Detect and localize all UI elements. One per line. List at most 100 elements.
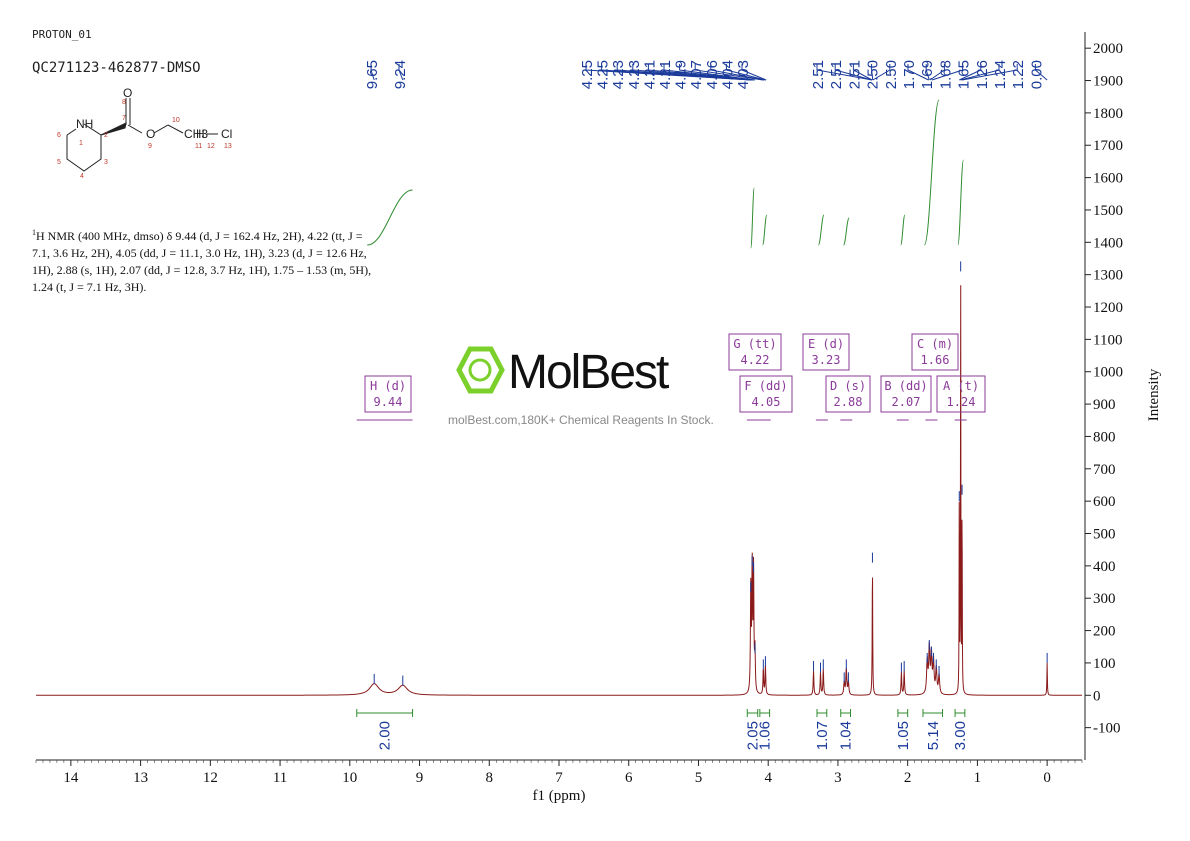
- peak-label: 2.50: [865, 60, 882, 89]
- integral-curve: [957, 159, 964, 246]
- multiplet-box: [364, 375, 412, 413]
- y-tick-label: -100: [1093, 721, 1121, 737]
- y-tick-label: 500: [1093, 527, 1116, 543]
- peak-label-connector: [710, 64, 765, 81]
- x-axis-title: f1 (ppm): [533, 788, 586, 804]
- peak-label: 4.19: [673, 60, 690, 89]
- peak-label: 0.00: [1028, 60, 1045, 89]
- multiplet-type: A (t): [943, 379, 979, 393]
- nmr-description-superscript: 1: [32, 228, 36, 237]
- multiplet-box: [739, 375, 793, 413]
- integral-value: 1.06: [757, 721, 774, 750]
- y-tick-label: 1100: [1093, 332, 1122, 348]
- y-tick-label: 0: [1093, 688, 1101, 704]
- multiplet-box: [802, 333, 850, 371]
- integral-curve: [900, 214, 906, 246]
- atom-index-8: 8: [122, 99, 126, 106]
- y-tick-label: 900: [1093, 397, 1116, 413]
- peak-label-connector: [907, 64, 929, 81]
- atom-index-2: 2: [104, 132, 108, 139]
- x-tick-label: 11: [273, 770, 287, 786]
- multiplet-shift: 2.07: [892, 395, 921, 409]
- multiplet-box: [825, 375, 871, 413]
- x-tick-label: 6: [625, 770, 633, 786]
- x-tick-label: 3: [834, 770, 842, 786]
- peak-label-connector: [931, 64, 964, 81]
- peak-label-connector: [929, 64, 945, 81]
- peak-label-connector: [959, 64, 982, 81]
- integral-curve: [750, 187, 755, 249]
- atom-index-5: 5: [57, 159, 61, 166]
- integral-value: 5.14: [925, 721, 942, 750]
- peak-label: 4.06: [704, 60, 721, 89]
- multiplet-type: F (dd): [744, 379, 787, 393]
- atom-index-12: 12: [207, 143, 215, 150]
- atom-index-11: 11: [195, 143, 202, 150]
- y-tick-label: 300: [1093, 591, 1116, 607]
- peak-label: 4.23: [610, 60, 627, 89]
- watermark-logo: MolBest: [508, 346, 669, 399]
- y-tick-label: 600: [1093, 494, 1116, 510]
- integral-curve: [843, 217, 850, 246]
- atom-index-7: 7: [122, 115, 126, 122]
- multiplet-box: [728, 333, 782, 371]
- peak-labels: 9.65 9.24 4.254.254.234.234.214.214.194.07…: [364, 60, 1048, 89]
- atom-o-carbonyl: O: [123, 86, 132, 100]
- peak-label: 2.51: [846, 60, 863, 89]
- molecule-structure: [66, 98, 218, 172]
- peak-label: 1.22: [1010, 60, 1027, 89]
- spectrum-line: [36, 285, 1082, 696]
- x-tick-label: 2: [904, 770, 912, 786]
- multiplet-shift: 1.66: [921, 353, 950, 367]
- peak-label: 4.21: [657, 60, 674, 89]
- y-tick-label: 700: [1093, 462, 1116, 478]
- atom-index-9: 9: [148, 143, 152, 150]
- integral-value: 2.00: [377, 721, 394, 750]
- peak-label: 2.50: [883, 60, 900, 89]
- x-tick-label: 10: [342, 770, 357, 786]
- x-tick-label: 7: [555, 770, 563, 786]
- x-tick-label: 14: [63, 770, 79, 786]
- multiplet-shift: 4.05: [752, 395, 781, 409]
- y-tick-label: 1800: [1093, 106, 1123, 122]
- atom-index-13: 13: [224, 143, 232, 150]
- y-tick-label: 1600: [1093, 171, 1123, 187]
- y-tick-label: 1400: [1093, 235, 1123, 251]
- peak-label: 4.25: [579, 60, 596, 89]
- atom-index-4: 4: [80, 173, 84, 180]
- atom-index-10: 10: [172, 117, 180, 124]
- peak-label-connector: [834, 64, 873, 81]
- integral-curve: [923, 99, 940, 246]
- atom-ch3: CH3: [184, 127, 208, 141]
- watermark-tagline: molBest.com,180K+ Chemical Reagents In S…: [448, 413, 714, 427]
- peak-label-connector: [961, 64, 1018, 81]
- peak-label-connector: [816, 64, 873, 81]
- atom-o-ester: O: [146, 127, 155, 141]
- y-tick-label: 1000: [1093, 365, 1123, 381]
- multiplet-shift: 9.44: [374, 395, 403, 409]
- multiplet-shift: 4.22: [741, 353, 770, 367]
- peak-label: 1.70: [901, 60, 918, 89]
- peak-label: 1.68: [937, 60, 954, 89]
- multiplet-shift: 1.24: [947, 395, 976, 409]
- integral-value: 3.00: [952, 721, 969, 750]
- experiment-name: PROTON_01: [32, 28, 92, 41]
- x-tick-label: 13: [133, 770, 148, 786]
- peak-label-connector: [679, 64, 756, 81]
- peak-label-connector: [398, 64, 404, 81]
- multiplet-type: H (d): [370, 379, 406, 393]
- peak-label: 1.24: [992, 60, 1009, 89]
- integral-curve: [762, 214, 768, 246]
- atom-index-3: 3: [104, 159, 108, 166]
- multiplet-type: D (s): [830, 379, 866, 393]
- peak-label: 4.21: [641, 60, 658, 89]
- y-tick-label: 200: [1093, 624, 1116, 640]
- x-tick-label: 4: [764, 770, 772, 786]
- x-tick-label: 0: [1043, 770, 1051, 786]
- peak-label-connector: [647, 64, 754, 81]
- atom-cl: Cl: [221, 127, 232, 141]
- integral-curves: 2.00 2.051.06 1.07 1.04 1.05 5.14 3.00: [356, 99, 969, 750]
- y-tick-label: 100: [1093, 656, 1116, 672]
- peak-label-connector: [725, 64, 766, 81]
